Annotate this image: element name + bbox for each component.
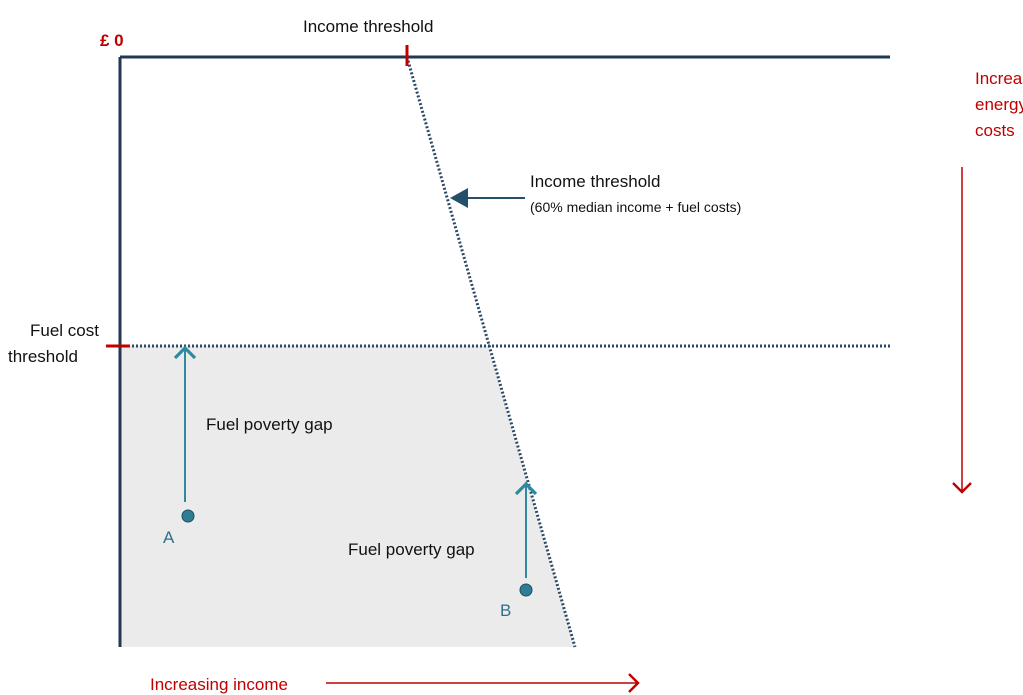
- fuel-cost-label: threshold: [8, 347, 78, 366]
- annotation-title: Income threshold: [530, 172, 660, 191]
- point-label: A: [163, 528, 175, 547]
- x-label: Increasing income: [150, 675, 288, 694]
- point: [181, 509, 195, 523]
- y-label: costs: [975, 121, 1015, 140]
- origin-label: £ 0: [100, 31, 124, 50]
- point-label: B: [500, 601, 511, 620]
- fuel-poor-region: [120, 346, 575, 647]
- annotation-detail: (60% median income + fuel costs): [530, 199, 741, 215]
- y-label: Increasing: [975, 69, 1023, 88]
- income-threshold-label: Income threshold: [303, 17, 433, 36]
- y-label: energy: [975, 95, 1023, 114]
- gap-label: Fuel poverty gap: [348, 540, 475, 559]
- fuel-cost-label: Fuel cost: [30, 321, 99, 340]
- gap-label: Fuel poverty gap: [206, 415, 333, 434]
- point: [519, 583, 533, 597]
